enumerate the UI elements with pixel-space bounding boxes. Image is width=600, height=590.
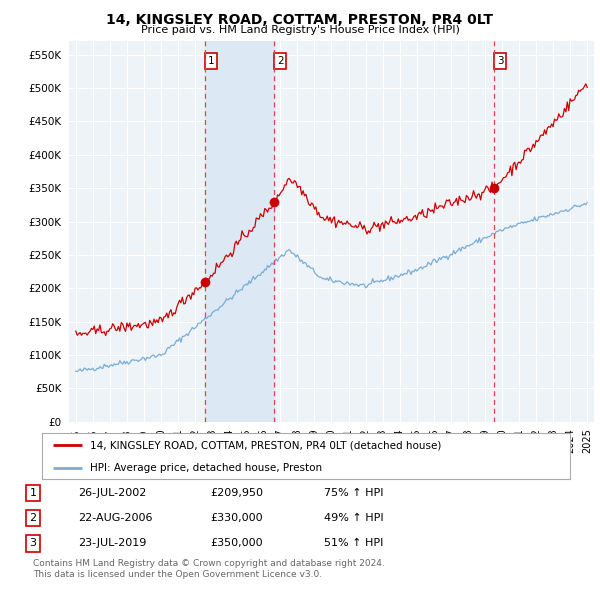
Text: 51% ↑ HPI: 51% ↑ HPI (324, 539, 383, 548)
Text: 3: 3 (497, 56, 503, 66)
Text: 1: 1 (208, 56, 214, 66)
Text: 14, KINGSLEY ROAD, COTTAM, PRESTON, PR4 0LT (detached house): 14, KINGSLEY ROAD, COTTAM, PRESTON, PR4 … (89, 441, 441, 451)
Text: 14, KINGSLEY ROAD, COTTAM, PRESTON, PR4 0LT: 14, KINGSLEY ROAD, COTTAM, PRESTON, PR4 … (107, 13, 493, 27)
Text: £209,950: £209,950 (210, 488, 263, 497)
Text: HPI: Average price, detached house, Preston: HPI: Average price, detached house, Pres… (89, 463, 322, 473)
Text: 75% ↑ HPI: 75% ↑ HPI (324, 488, 383, 497)
Text: 3: 3 (29, 539, 37, 548)
Text: 26-JUL-2002: 26-JUL-2002 (78, 488, 146, 497)
Text: 23-JUL-2019: 23-JUL-2019 (78, 539, 146, 548)
Text: 22-AUG-2006: 22-AUG-2006 (78, 513, 152, 523)
Bar (205, 41, 274, 422)
Text: £330,000: £330,000 (210, 513, 263, 523)
Text: Price paid vs. HM Land Registry's House Price Index (HPI): Price paid vs. HM Land Registry's House … (140, 25, 460, 35)
Text: 2: 2 (277, 56, 283, 66)
Text: 1: 1 (29, 488, 37, 497)
Text: 49% ↑ HPI: 49% ↑ HPI (324, 513, 383, 523)
Text: Contains HM Land Registry data © Crown copyright and database right 2024.: Contains HM Land Registry data © Crown c… (33, 559, 385, 568)
Text: 2: 2 (29, 513, 37, 523)
Text: This data is licensed under the Open Government Licence v3.0.: This data is licensed under the Open Gov… (33, 571, 322, 579)
Text: £350,000: £350,000 (210, 539, 263, 548)
